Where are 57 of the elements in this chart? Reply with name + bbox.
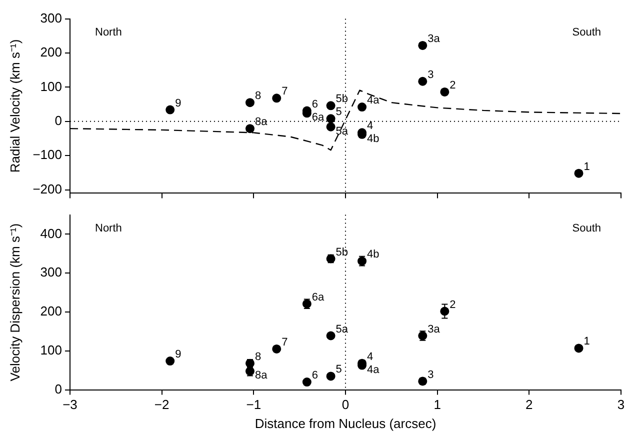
annotation: 8 [254,350,262,363]
annotation: 8a [254,116,268,128]
y-axis-title: Velocity Dispersion (km s⁻¹) [7,223,22,382]
annotation: 5 [336,364,342,376]
annotation: 3 [428,68,434,81]
annotation: 9 [175,348,182,361]
annotation: 5b [336,246,348,258]
y-axis-title: Radial Velocity (km s⁻¹) [7,39,22,173]
annotation: 8a [254,370,268,382]
annotation: 6a [312,291,326,304]
y-tick-label: −200 [32,181,62,196]
y-tick-label: 300 [40,264,62,280]
x-tick-label: 0 [342,397,350,412]
annotation: 5b [336,93,348,106]
annotation: 5a [336,323,349,336]
y-tick-label: 200 [40,304,62,319]
y-tick-label: 200 [40,44,62,60]
annotation: 4 [367,120,374,132]
x-tick-label: −1 [246,397,262,412]
y-tick-label: 300 [40,10,62,26]
annotation: South [572,222,601,234]
x-tick-label: 2 [526,397,533,412]
y-tick-label: 0 [54,112,62,128]
annotation: 6a [312,112,326,124]
annotation: 4 [367,350,374,363]
x-tick-label: −3 [62,397,78,412]
annotation: 7 [282,86,288,98]
annotation: North [95,26,122,38]
annotation: 3 [428,368,434,381]
annotation: 6 [312,370,318,382]
annotation: 6 [312,98,318,110]
y-tick-label: 0 [54,381,62,396]
y-tick-label: 100 [40,342,62,358]
annotation: 4a [367,94,380,107]
annotation: 1 [584,160,590,173]
annotation: 5a [336,125,349,138]
annotation: 7 [282,336,288,348]
annotation: 4b [367,248,380,261]
annotation: 2 [450,80,456,92]
annotation: 8 [254,90,262,102]
x-tick-label: 3 [617,397,625,412]
annotation: 1 [584,336,590,348]
x-tick-label: 1 [434,397,441,412]
annotation: 5 [336,106,342,118]
annotation: 4a [367,364,380,376]
annotation: 3a [428,323,441,336]
annotation: North [95,222,122,234]
x-axis-title: Distance from Nucleus (arcsec) [254,416,436,431]
y-tick-label: −100 [32,147,62,162]
annotation: 3a [428,33,441,46]
x-tick-label: −2 [154,397,170,412]
annotation: 4b [367,132,380,145]
annotation: South [572,26,601,38]
annotation: 9 [175,97,182,110]
y-tick-label: 100 [40,78,62,94]
annotation: 2 [450,298,456,311]
y-tick-label: 400 [40,226,62,241]
